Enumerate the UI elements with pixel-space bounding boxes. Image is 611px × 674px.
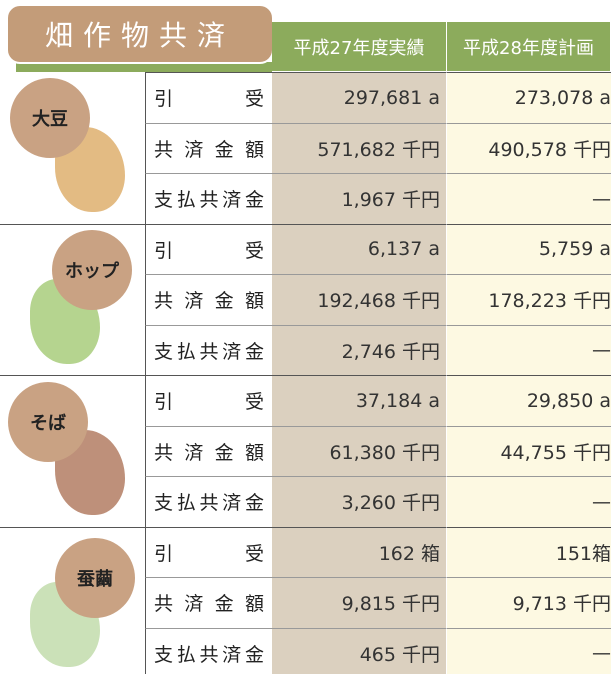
row-label-text: 引受 bbox=[154, 387, 264, 414]
cell-value: 29,850 a bbox=[447, 375, 611, 426]
row-label-text: 支払共済金 bbox=[154, 488, 264, 515]
cell-value: 151箱 bbox=[447, 527, 611, 578]
row-label: 引受 bbox=[145, 375, 272, 426]
cell-value: — bbox=[447, 476, 611, 527]
row-label: 引受 bbox=[145, 224, 272, 275]
cell-value: 162 箱 bbox=[272, 527, 447, 578]
cell-value: — bbox=[447, 325, 611, 376]
row-label: 引受 bbox=[145, 72, 272, 123]
row-label-text: 共済金額 bbox=[154, 589, 264, 616]
row-label-text: 共済金額 bbox=[154, 286, 264, 313]
row-label-text: 引受 bbox=[154, 539, 264, 566]
row-label: 共済金額 bbox=[145, 123, 272, 174]
row-label-text: 支払共済金 bbox=[154, 640, 264, 667]
row-label: 支払共済金 bbox=[145, 173, 272, 224]
row-label-text: 支払共済金 bbox=[154, 185, 264, 212]
cell-value: — bbox=[447, 173, 611, 224]
title: 畑作物共済 bbox=[6, 4, 274, 64]
row-label: 支払共済金 bbox=[145, 325, 272, 376]
crop-name: そば bbox=[8, 382, 88, 462]
cell-value: 297,681 a bbox=[272, 72, 447, 123]
crop-name: 蚕繭 bbox=[55, 538, 135, 618]
column-header: 平成28年度計画 bbox=[447, 22, 611, 71]
row-label: 支払共済金 bbox=[145, 628, 272, 674]
row-label-text: 引受 bbox=[154, 236, 264, 263]
cell-value: — bbox=[447, 628, 611, 674]
cell-value: 37,184 a bbox=[272, 375, 447, 426]
cell-value: 9,713 千円 bbox=[447, 577, 611, 628]
row-label-text: 支払共済金 bbox=[154, 337, 264, 364]
cell-value: 3,260 千円 bbox=[272, 476, 447, 527]
cell-value: 2,746 千円 bbox=[272, 325, 447, 376]
cell-value: 192,468 千円 bbox=[272, 274, 447, 325]
cell-value: 61,380 千円 bbox=[272, 426, 447, 477]
row-label: 支払共済金 bbox=[145, 476, 272, 527]
cell-value: 465 千円 bbox=[272, 628, 447, 674]
row-label: 共済金額 bbox=[145, 274, 272, 325]
page: 畑作物共済 平成27年度実績 平成28年度計画 大豆引受297,681 a273… bbox=[0, 0, 611, 674]
cell-value: 571,682 千円 bbox=[272, 123, 447, 174]
cell-value: 9,815 千円 bbox=[272, 577, 447, 628]
cell-value: 178,223 千円 bbox=[447, 274, 611, 325]
crop-name: 大豆 bbox=[10, 78, 90, 158]
row-label-text: 共済金額 bbox=[154, 135, 264, 162]
column-header: 平成27年度実績 bbox=[272, 22, 447, 71]
cell-value: 5,759 a bbox=[447, 224, 611, 275]
cell-value: 6,137 a bbox=[272, 224, 447, 275]
row-label-text: 引受 bbox=[154, 84, 264, 111]
row-label: 共済金額 bbox=[145, 426, 272, 477]
cell-value: 1,967 千円 bbox=[272, 173, 447, 224]
row-label: 共済金額 bbox=[145, 577, 272, 628]
cell-value: 44,755 千円 bbox=[447, 426, 611, 477]
crop-name: ホップ bbox=[52, 230, 132, 310]
row-label-text: 共済金額 bbox=[154, 438, 264, 465]
cell-value: 490,578 千円 bbox=[447, 123, 611, 174]
cell-value: 273,078 a bbox=[447, 72, 611, 123]
row-label: 引受 bbox=[145, 527, 272, 578]
